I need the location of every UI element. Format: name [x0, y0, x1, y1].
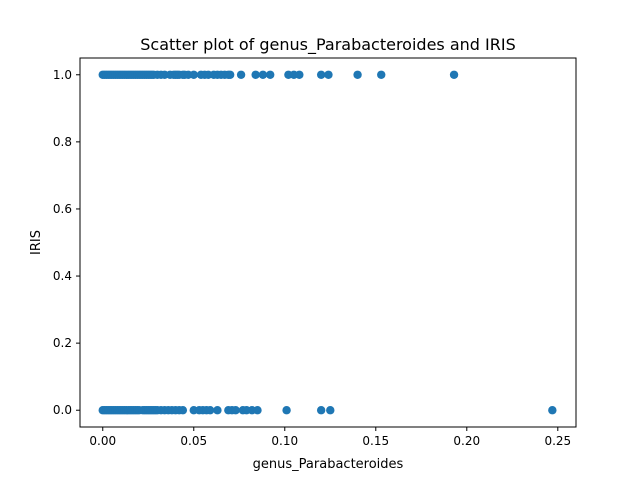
x-tick-label: 0.00	[89, 434, 116, 448]
data-point	[189, 70, 198, 79]
data-point	[266, 70, 275, 79]
data-point	[316, 70, 326, 79]
data-point	[251, 70, 260, 79]
y-axis-ticks: 0.0 0.2 0.4 0.6 0.8 1.0	[53, 68, 80, 417]
chart-title: Scatter plot of genus_Parabacteroides an…	[140, 35, 515, 55]
data-point	[324, 70, 333, 79]
points-layer	[98, 70, 557, 415]
x-axis-label: genus_Parabacteroides	[253, 457, 404, 472]
x-tick-label: 0.05	[180, 434, 207, 448]
y-tick-label: 0.0	[53, 403, 72, 417]
x-tick-label: 0.15	[362, 434, 389, 448]
data-point	[253, 406, 262, 415]
data-point	[326, 406, 335, 415]
x-tick-label: 0.25	[544, 434, 571, 448]
data-point	[316, 406, 326, 415]
data-point	[282, 406, 291, 415]
data-point	[231, 406, 240, 415]
data-point	[548, 406, 557, 415]
data-point	[205, 406, 215, 415]
y-axis-label: IRIS	[29, 230, 44, 255]
data-point	[236, 70, 246, 79]
data-point	[295, 70, 304, 79]
plot-area-frame	[79, 57, 577, 428]
x-tick-label: 0.20	[453, 434, 480, 448]
data-point	[258, 70, 268, 79]
data-point	[225, 70, 235, 79]
data-point	[353, 70, 362, 79]
data-point	[377, 70, 386, 79]
x-tick-label: 0.10	[271, 434, 298, 448]
y-tick-label: 0.8	[53, 135, 72, 149]
y-tick-label: 0.2	[53, 336, 72, 350]
y-tick-label: 0.6	[53, 202, 72, 216]
x-axis-ticks: 0.00 0.05 0.10 0.15 0.20 0.25	[89, 427, 571, 448]
data-point	[213, 406, 222, 415]
data-point	[178, 406, 188, 415]
y-tick-label: 0.4	[53, 269, 72, 283]
y-tick-label: 1.0	[53, 68, 72, 82]
data-point	[449, 70, 459, 79]
